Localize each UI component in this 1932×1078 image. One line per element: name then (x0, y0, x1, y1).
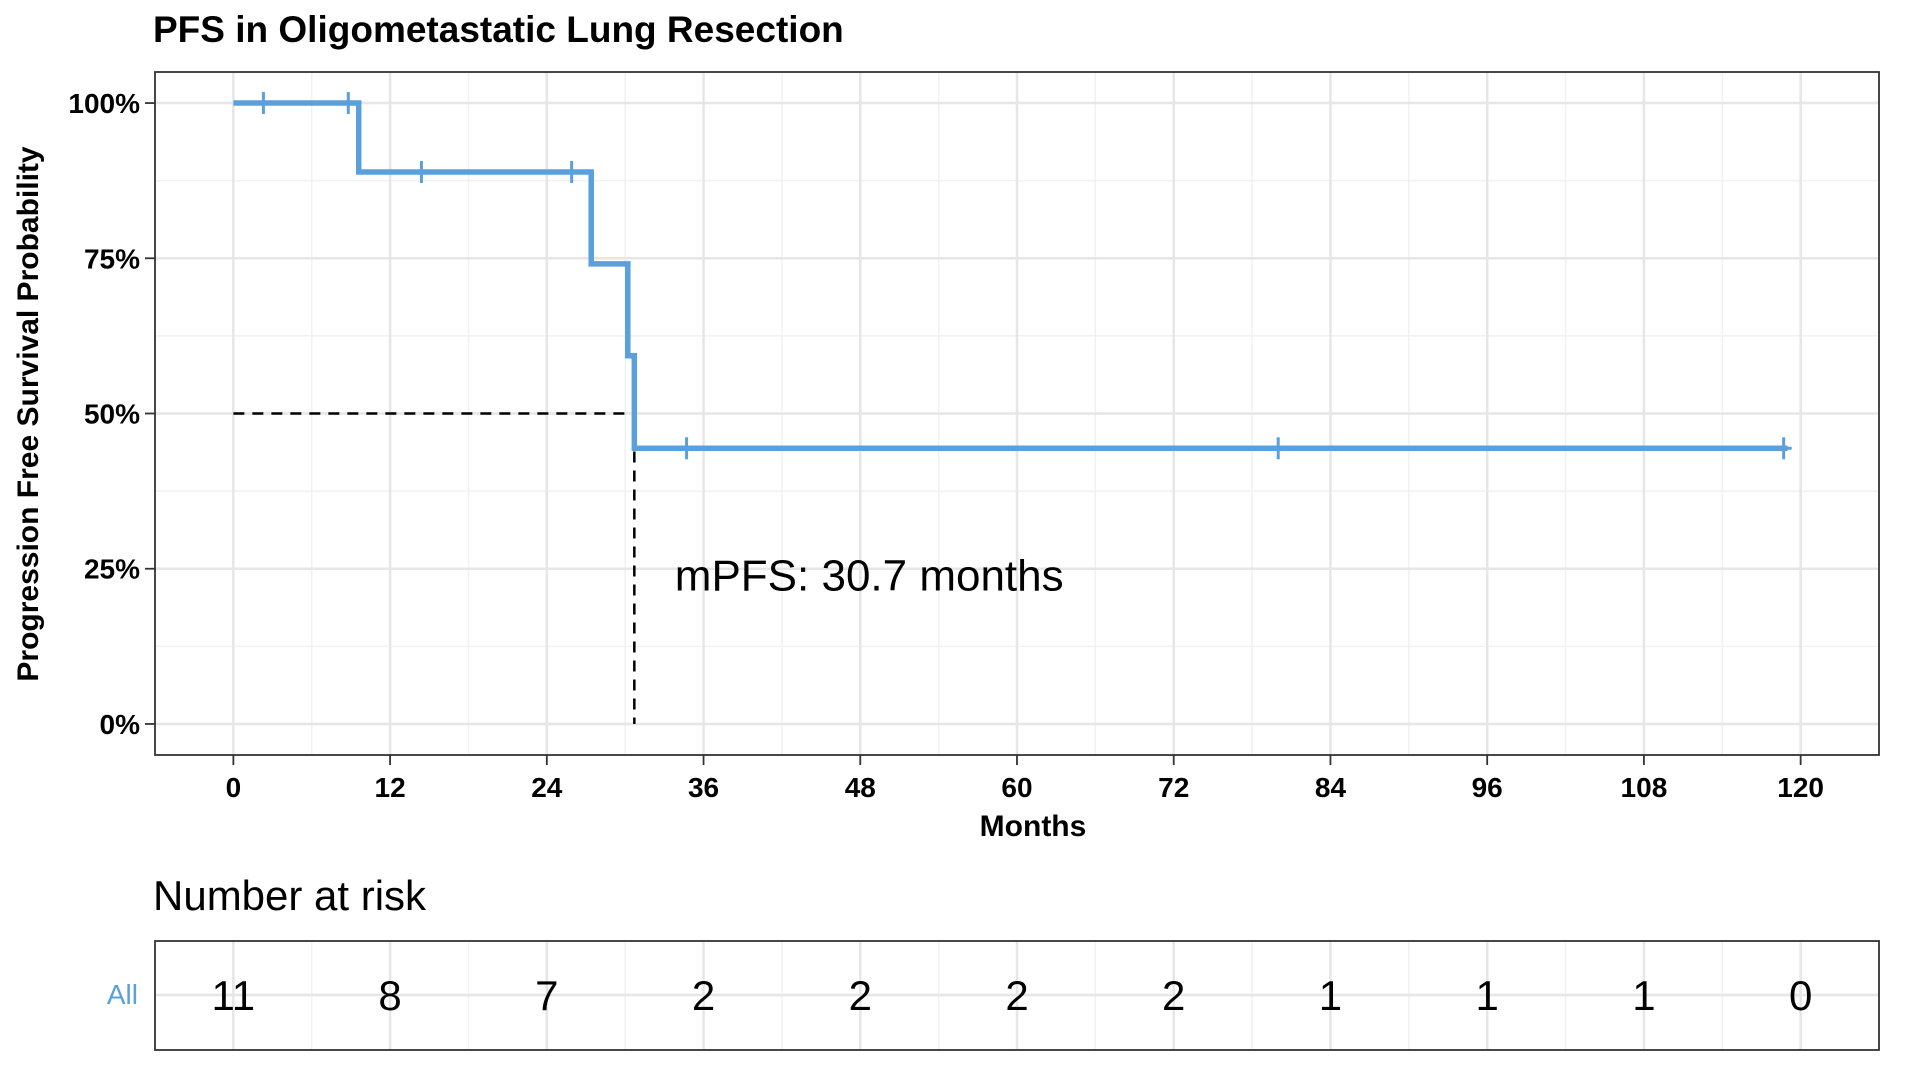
risk-value: 1 (1476, 972, 1499, 1019)
risk-table-border (154, 940, 1880, 1051)
y-tick-label: 25% (84, 554, 140, 585)
y-tick-label: 100% (68, 88, 140, 119)
risk-value: 1 (1632, 972, 1655, 1019)
risk-value: 2 (1005, 972, 1028, 1019)
risk-table-title: Number at risk (153, 872, 427, 919)
x-tick-label: 96 (1472, 772, 1503, 803)
risk-table-values: 11 8 7 2 2 2 2 1 1 1 0 (212, 972, 1813, 1019)
x-tick-label: 120 (1777, 772, 1824, 803)
y-tick-label: 75% (84, 243, 140, 274)
risk-value: 1 (1319, 972, 1342, 1019)
censor-marks (255, 92, 1792, 460)
y-tick-label: 50% (84, 399, 140, 430)
survival-curve-all (233, 100, 1788, 452)
x-tick-label: 84 (1315, 772, 1347, 803)
x-tick-label: 36 (688, 772, 719, 803)
risk-table-grid (155, 941, 1879, 1050)
risk-table-strata-label: All (107, 979, 138, 1010)
x-tick-label: 72 (1158, 772, 1189, 803)
risk-value: 7 (535, 972, 558, 1019)
x-tick-label: 48 (845, 772, 876, 803)
risk-value: 2 (692, 972, 715, 1019)
risk-value: 2 (1162, 972, 1185, 1019)
x-tick-label: 0 (226, 772, 242, 803)
y-tick-label: 0% (100, 709, 141, 740)
risk-value: 11 (212, 972, 256, 1019)
risk-value: 8 (378, 972, 401, 1019)
chart-title: PFS in Oligometastatic Lung Resection (153, 9, 844, 50)
x-tick-label: 60 (1001, 772, 1032, 803)
plot-panel: mPFS: 30.7 months (154, 71, 1880, 756)
risk-table-panel: 11 8 7 2 2 2 2 1 1 1 0 (154, 940, 1880, 1051)
risk-value: 0 (1789, 972, 1812, 1019)
x-axis: 0 12 24 36 48 60 72 84 96 108 120 (226, 755, 1824, 803)
survival-curves (233, 100, 1788, 452)
risk-value: 2 (849, 972, 872, 1019)
x-tick-label: 24 (531, 772, 563, 803)
x-axis-label: Months (980, 810, 1087, 843)
median-annotation: mPFS: 30.7 months (675, 551, 1064, 600)
x-tick-label: 12 (375, 772, 406, 803)
y-axis: 0% 25% 50% 75% 100% (68, 88, 155, 740)
y-axis-label: Progression Free Survival Probability (12, 146, 45, 681)
x-tick-label: 108 (1621, 772, 1668, 803)
